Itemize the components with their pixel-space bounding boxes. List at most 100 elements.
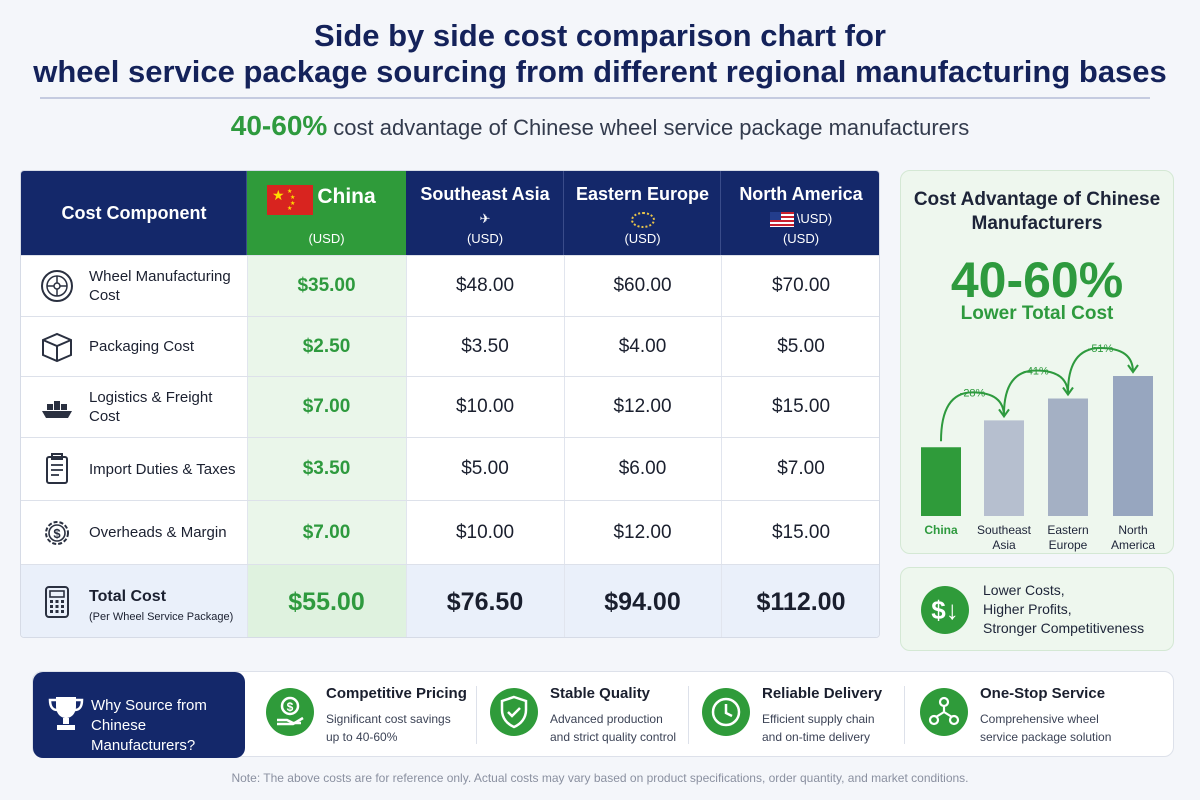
- eu-flag-icon: [630, 211, 655, 228]
- row-label-text: Packaging Cost: [89, 338, 195, 355]
- arrow-connector: [1003, 369, 1069, 415]
- title-line-1: Side by side cost comparison chart for: [314, 18, 886, 53]
- category-label: North: [1118, 523, 1147, 537]
- table-cell: $7.00: [777, 458, 825, 479]
- row-label-text: Logistics & Freight Cost: [89, 389, 213, 425]
- table-cell: $35.00: [247, 256, 406, 316]
- table-cell: $10.00: [455, 396, 515, 417]
- table-cell: $70.00: [771, 275, 831, 296]
- row-sublabel: (Per Wheel Service Package): [89, 611, 234, 623]
- row-label: Wheel Manufacturing Cost: [21, 256, 247, 316]
- row-label: Overheads & Margin: [21, 501, 247, 564]
- box-icon: [39, 329, 75, 365]
- table-cell: $10.00: [455, 521, 515, 543]
- why-line-1: Why Source from: [91, 697, 207, 714]
- shield-icon: [490, 688, 538, 736]
- calculator-icon: [39, 584, 75, 620]
- table-cell: $3.50: [461, 335, 509, 357]
- plane-icon: ✈: [479, 211, 491, 226]
- wheel-icon: [39, 268, 75, 304]
- table-cell: $60.00: [613, 275, 672, 296]
- table-cell: $6.00: [618, 458, 667, 479]
- row-label: Logistics & Freight Cost: [21, 377, 247, 437]
- china-flag-icon: ★ ★ ★ ★ ★: [267, 185, 313, 215]
- row-label-text: Total Cost: [89, 588, 167, 605]
- hand-dollar-icon: $: [266, 688, 314, 736]
- svg-text:$: $: [53, 526, 61, 541]
- table-row: Logistics & Freight Cost $7.00 $10.00 $12.0…: [21, 376, 879, 437]
- bar-china: [921, 447, 961, 516]
- table-cell: $94.00: [604, 587, 681, 616]
- ship-icon: [39, 389, 75, 425]
- cost-advantage-panel: Cost Advantage of Chinese Manufacturers …: [900, 170, 1174, 554]
- table-cell: $7.00: [247, 501, 406, 564]
- arrow-head: [1127, 364, 1139, 374]
- table-row: Import Duties & Taxes $3.50 $5.00 $6.00 $7.0…: [21, 437, 879, 500]
- subtitle-highlight: 40-60%: [230, 110, 328, 141]
- table-cell: $2.50: [247, 317, 406, 376]
- svg-text:$: $: [287, 700, 294, 714]
- category-label: Eastern: [1047, 523, 1088, 537]
- why-source-bar: Why Source from Chinese Manufacturers? $…: [32, 671, 1174, 758]
- table-row-total: Total Cost (Per Wheel Service Package) $55…: [21, 564, 879, 637]
- row-label-text: Import Duties & Taxes: [89, 460, 236, 478]
- row-label-text: Overheads & Margin: [89, 524, 227, 541]
- category-label: America: [1111, 538, 1155, 552]
- cost-table: Cost Component ★ ★ ★ ★ ★ China (USD) Southea…: [20, 170, 880, 638]
- arrow-connector: [940, 391, 1005, 442]
- table-cell: $76.50: [446, 587, 524, 616]
- trophy-icon: [48, 697, 84, 730]
- footnote: Note: The above costs are for reference …: [231, 771, 969, 785]
- row-label: Total Cost (Per Wheel Service Package): [21, 565, 247, 637]
- subtitle: 40-60% cost advantage of Chinese wheel se…: [0, 110, 1200, 142]
- table-row: $ Overheads & Margin $7.00 $10.00 $12.00 $15.…: [21, 500, 879, 564]
- table-cell: $4.00: [618, 335, 667, 357]
- panel-big-subtitle: Lower Total Cost: [960, 303, 1114, 324]
- panel-heading: Cost Advantage of Chinese Manufacturers: [913, 189, 1161, 234]
- table-cell: $12.00: [613, 396, 672, 417]
- category-label: Asia: [992, 538, 1016, 552]
- bar-eastern-europe: [1048, 398, 1088, 516]
- table-row: Wheel Manufacturing Cost $35.00 $48.00 $60.…: [21, 255, 879, 316]
- benefit-line-1: Lower Costs,: [983, 582, 1065, 598]
- gear-dollar-icon: $: [39, 515, 75, 551]
- table-cell: $3.50: [247, 438, 406, 500]
- clipboard-icon: [39, 451, 75, 487]
- table-cell: $7.00: [247, 377, 406, 437]
- benefit-line-3: Stronger Competitiveness: [983, 620, 1145, 636]
- us-flag-icon: [769, 212, 794, 228]
- header-southeast-asia: Southeast Asia ✈ (USD): [406, 171, 564, 255]
- table-header: Cost Component ★ ★ ★ ★ ★ China (USD) Southea…: [21, 171, 879, 255]
- why-line-2: Chinese Manufacturers?: [91, 717, 196, 754]
- category-label: Europe: [1049, 538, 1088, 552]
- dollar-down-icon: $↓: [921, 586, 969, 634]
- arrow-head: [998, 408, 1010, 419]
- category-label: China: [924, 523, 958, 537]
- title-divider: [40, 97, 1150, 99]
- row-label: Packaging Cost: [21, 317, 247, 376]
- benefit-line-2: Higher Profits,: [983, 601, 1072, 617]
- row-label: Import Duties & Taxes: [21, 438, 247, 500]
- row-label-text: Wheel Manufacturing Cost: [89, 268, 231, 304]
- network-icon: [920, 688, 968, 736]
- subtitle-text: cost advantage of Chinese wheel service …: [333, 115, 970, 140]
- table-row: Packaging Cost $2.50 $3.50 $4.00 $5.00: [21, 316, 879, 376]
- annotation-label: -28%: [960, 387, 986, 399]
- table-cell: $15.00: [771, 521, 831, 543]
- annotation-label: -41%: [1023, 366, 1049, 378]
- table-cell: $5.00: [777, 335, 825, 357]
- page-title: Side by side cost comparison chart for w…: [0, 18, 1200, 90]
- table-cell: $15.00: [771, 396, 831, 417]
- benefit-box: $↓ Lower Costs, Higher Profits, Stronger…: [900, 567, 1174, 651]
- annotation-label: -51%: [1088, 343, 1114, 355]
- header-china: ★ ★ ★ ★ ★ China (USD): [247, 171, 406, 255]
- table-cell: $48.00: [455, 275, 515, 296]
- bar-north-america: [1113, 376, 1153, 516]
- clock-icon: [702, 688, 750, 736]
- title-line-2: wheel service package sourcing from diff…: [33, 54, 1167, 89]
- arrow-head: [1062, 386, 1074, 397]
- table-cell: $12.00: [613, 521, 672, 543]
- header-eastern-europe: Eastern Europe (USD): [564, 171, 721, 255]
- table-cell: $5.00: [461, 458, 509, 479]
